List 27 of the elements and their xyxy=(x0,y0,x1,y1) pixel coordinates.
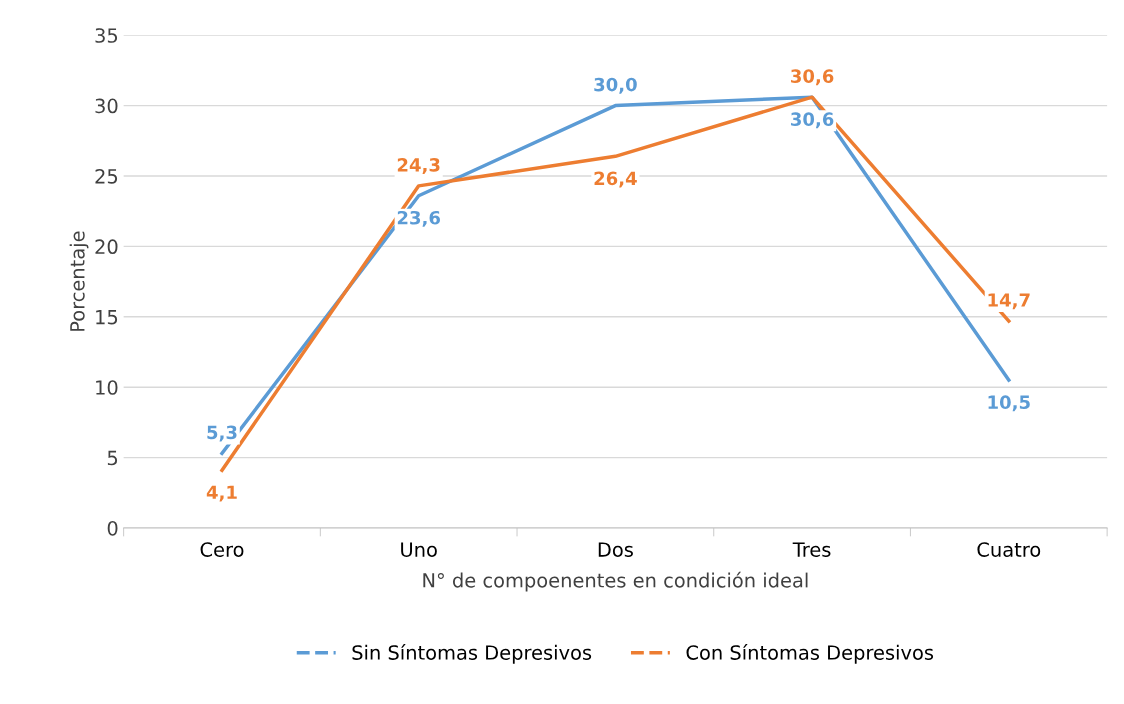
y-tick-label: 10 xyxy=(96,380,118,395)
y-tick-label: 20 xyxy=(95,239,118,255)
y-axis-title: Porcentaje xyxy=(69,231,89,331)
data-label: 30,6 xyxy=(791,112,834,129)
data-label: 24,3 xyxy=(397,157,440,174)
data-label: 23,6 xyxy=(397,210,440,227)
x-tick-label: Cuatro xyxy=(977,542,1041,557)
x-tick-label: Tres xyxy=(792,542,831,557)
y-tick-label: 35 xyxy=(95,28,118,43)
y-tick-label: 15 xyxy=(96,310,118,325)
legend-label: Con Síntomas Depresivos xyxy=(686,644,934,664)
y-tick-label: 30 xyxy=(95,98,118,114)
data-label: 10,5 xyxy=(988,395,1030,412)
y-tick-label: 5 xyxy=(107,450,118,466)
x-tick-label: Cero xyxy=(200,542,244,557)
data-label: 14,7 xyxy=(988,293,1030,310)
data-label: 5,3 xyxy=(207,425,237,442)
x-axis-title: N° de compoenentes en condición ideal xyxy=(423,571,808,592)
data-label: 30,0 xyxy=(594,77,637,94)
legend-label: Sin Síntomas Depresivos xyxy=(352,644,592,664)
x-tick-label: Dos xyxy=(598,542,633,557)
y-tick-label: 25 xyxy=(95,168,118,184)
x-tick-label: Uno xyxy=(401,542,437,557)
y-tick-label: 0 xyxy=(107,520,118,536)
data-label: 26,4 xyxy=(594,171,637,188)
data-label: 30,6 xyxy=(791,69,834,86)
data-label: 4,1 xyxy=(206,485,237,502)
